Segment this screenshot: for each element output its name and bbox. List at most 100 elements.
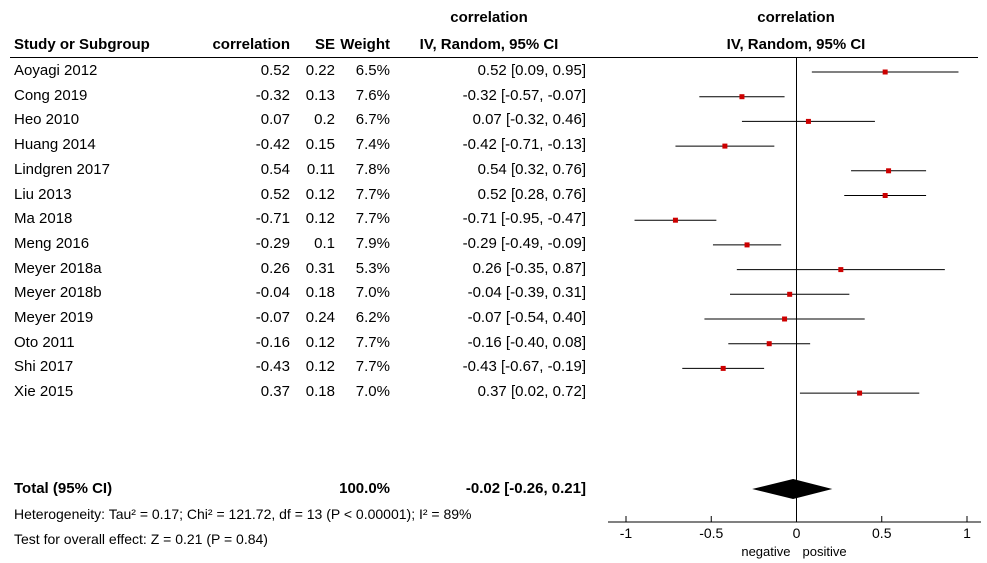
study-se: 0.2	[314, 111, 335, 128]
point-estimate	[838, 267, 844, 273]
study-ci: 0.54 [0.32, 0.76]	[477, 161, 586, 178]
study-se: 0.12	[305, 186, 335, 203]
study-name: Heo 2010	[14, 111, 80, 128]
study-correlation: 0.52	[260, 186, 290, 203]
study-ci: 0.52 [0.09, 0.95]	[477, 62, 586, 79]
study-weight: 7.9%	[355, 235, 390, 252]
study-correlation: 0.54	[260, 161, 290, 178]
study-name: Ma 2018	[14, 210, 73, 227]
study-ci: -0.16 [-0.40, 0.08]	[467, 334, 586, 351]
header-se: SE	[314, 36, 335, 53]
study-se: 0.13	[305, 87, 335, 104]
study-correlation: 0.07	[260, 111, 290, 128]
study-name: Liu 2013	[14, 186, 72, 203]
header-plot-super: correlation	[757, 9, 835, 26]
study-ci: -0.43 [-0.67, -0.19]	[462, 358, 586, 375]
pooled-diamond	[752, 479, 833, 499]
axis-positive-label: positive	[803, 544, 847, 559]
point-estimate	[766, 341, 772, 347]
point-estimate	[722, 143, 728, 149]
study-ci: 0.52 [0.28, 0.76]	[477, 186, 586, 203]
study-se: 0.1	[314, 235, 335, 252]
study-ci: -0.04 [-0.39, 0.31]	[467, 284, 586, 301]
study-name: Aoyagi 2012	[14, 62, 98, 79]
study-weight: 7.7%	[355, 186, 390, 203]
study-se: 0.24	[305, 309, 335, 326]
total-ci: -0.02 [-0.26, 0.21]	[465, 480, 586, 497]
study-weight: 7.6%	[355, 87, 390, 104]
point-estimate	[886, 168, 892, 174]
point-estimate	[720, 365, 726, 371]
heterogeneity-text: Heterogeneity: Tau² = 0.17; Chi² = 121.7…	[14, 506, 472, 522]
point-estimate	[744, 242, 750, 248]
study-name: Lindgren 2017	[14, 161, 110, 178]
study-se: 0.18	[305, 284, 335, 301]
point-estimate	[739, 94, 745, 100]
point-estimate	[672, 217, 678, 223]
header-ci: IV, Random, 95% CI	[419, 36, 559, 53]
study-ci: -0.42 [-0.71, -0.13]	[462, 136, 586, 153]
header-ci-super: correlation	[450, 9, 528, 26]
study-weight: 7.4%	[355, 136, 390, 153]
study-weight: 7.8%	[355, 161, 390, 178]
point-estimate	[882, 193, 888, 198]
study-ci: -0.71 [-0.95, -0.47]	[462, 210, 586, 227]
study-correlation: -0.71	[255, 210, 290, 227]
study-correlation: -0.32	[255, 87, 290, 104]
study-name: Oto 2011	[14, 334, 75, 351]
study-name: Meyer 2018a	[14, 260, 102, 277]
study-se: 0.31	[305, 260, 335, 277]
study-se: 0.15	[305, 136, 335, 153]
study-weight: 6.7%	[355, 111, 390, 128]
header-rule	[10, 57, 978, 58]
point-estimate	[782, 316, 788, 322]
study-correlation: -0.07	[255, 309, 290, 326]
total-label: Total (95% CI)	[14, 480, 113, 497]
study-correlation: -0.04	[255, 284, 290, 301]
study-name: Meyer 2018b	[14, 284, 102, 301]
total-weight: 100.0%	[339, 480, 390, 497]
header-study: Study or Subgroup	[14, 36, 150, 53]
study-name: Huang 2014	[14, 136, 96, 153]
study-correlation: -0.43	[255, 358, 290, 375]
study-correlation: -0.29	[255, 235, 290, 252]
axis-negative-label: negative	[741, 544, 790, 559]
study-name: Meyer 2019	[14, 309, 94, 326]
x-tick-label: -0.5	[699, 525, 723, 541]
study-se: 0.12	[305, 358, 335, 375]
study-correlation: -0.42	[255, 136, 290, 153]
study-ci: 0.07 [-0.32, 0.46]	[472, 111, 586, 128]
study-weight: 7.7%	[355, 210, 390, 227]
overall-effect-text: Test for overall effect: Z = 0.21 (P = 0…	[14, 531, 268, 547]
header-plot: IV, Random, 95% CI	[726, 36, 866, 53]
x-tick-label: 0	[793, 525, 801, 541]
x-tick-label: 1	[963, 525, 971, 541]
study-weight: 5.3%	[355, 260, 390, 277]
study-name: Cong 2019	[14, 87, 88, 104]
study-weight: 6.5%	[355, 62, 390, 79]
study-name: Shi 2017	[14, 358, 74, 375]
point-estimate	[805, 118, 811, 124]
study-correlation: 0.26	[260, 260, 290, 277]
study-ci: 0.37 [0.02, 0.72]	[477, 383, 586, 400]
study-se: 0.11	[306, 161, 335, 178]
x-tick-label: 0.5	[872, 525, 892, 541]
study-weight: 6.2%	[355, 309, 390, 326]
point-estimate	[882, 69, 888, 75]
study-weight: 7.7%	[355, 358, 390, 375]
study-ci: 0.26 [-0.35, 0.87]	[472, 260, 586, 277]
study-ci: -0.29 [-0.49, -0.09]	[462, 235, 586, 252]
study-se: 0.12	[305, 210, 335, 227]
header-correlation: correlation	[212, 36, 290, 53]
study-ci: -0.07 [-0.54, 0.40]	[467, 309, 586, 326]
study-correlation: 0.52	[260, 62, 290, 79]
study-correlation: 0.37	[260, 383, 290, 400]
study-correlation: -0.16	[255, 334, 290, 351]
study-name: Meng 2016	[14, 235, 90, 252]
study-se: 0.22	[305, 62, 335, 79]
study-se: 0.12	[305, 334, 335, 351]
study-weight: 7.7%	[355, 334, 390, 351]
study-name: Xie 2015	[14, 383, 74, 400]
header-weight: Weight	[340, 36, 390, 53]
